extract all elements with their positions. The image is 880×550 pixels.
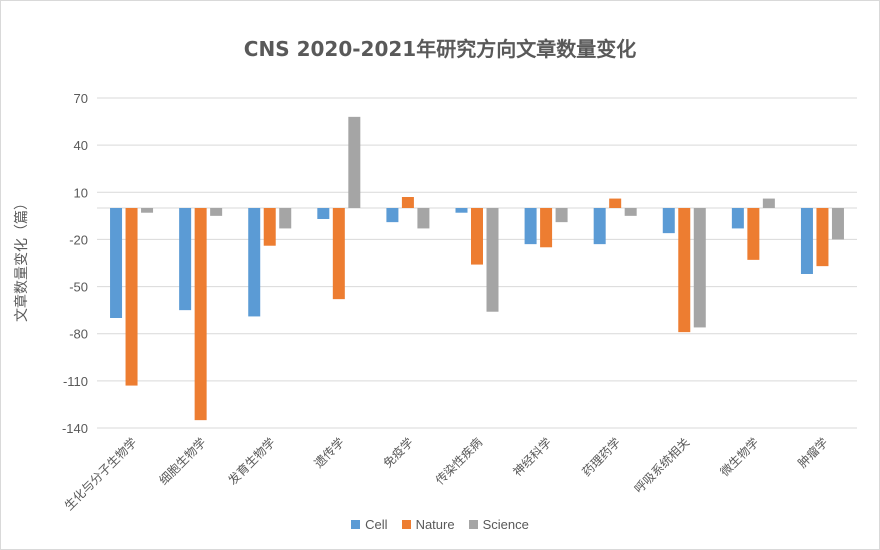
bar-nature	[471, 208, 483, 265]
bar-nature	[747, 208, 760, 260]
legend-label: Science	[482, 517, 529, 532]
bar-nature	[263, 208, 276, 246]
y-tick-label: -110	[63, 374, 88, 389]
legend-swatch	[351, 520, 361, 529]
bar-science	[624, 208, 637, 216]
bar-science	[417, 208, 430, 229]
bar-science	[348, 116, 361, 208]
x-tick-label: 免疫学	[380, 435, 416, 471]
bar-science	[831, 208, 844, 240]
legend: Cell Nature Science	[1, 517, 879, 532]
legend-label: Nature	[415, 517, 455, 532]
bar-cell	[110, 208, 123, 318]
bar-science	[555, 208, 568, 223]
x-tick-label: 呼吸系统相关	[632, 435, 693, 496]
bar-nature	[816, 208, 829, 267]
bar-science	[693, 208, 706, 328]
bar-science	[279, 208, 292, 229]
x-tick-label: 肿瘤学	[795, 435, 831, 471]
bar-cell	[662, 208, 675, 234]
y-tick-label: -20	[69, 232, 88, 247]
legend-item-nature: Nature	[401, 517, 455, 532]
bar-nature	[194, 208, 207, 421]
bar-science	[762, 198, 775, 208]
x-tick-label: 生化与分子生物学	[61, 435, 139, 513]
bar-nature	[609, 198, 622, 208]
bar-cell	[800, 208, 813, 274]
y-tick-label: 40	[74, 138, 88, 153]
bar-cell	[731, 208, 744, 229]
legend-swatch	[468, 520, 478, 529]
y-tick-label: -80	[69, 327, 88, 342]
y-tick-label: -50	[69, 280, 88, 295]
x-tick-label: 细胞生物学	[156, 435, 209, 488]
legend-label: Cell	[365, 517, 388, 532]
bar-nature	[332, 208, 345, 300]
x-tick-label: 发育生物学	[225, 435, 278, 488]
bar-science	[486, 208, 499, 312]
chart-title: CNS 2020-2021年研究方向文章数量变化	[243, 37, 637, 61]
x-tick-label: 微生物学	[717, 435, 762, 480]
bar-nature	[401, 197, 414, 208]
bar-nature	[540, 208, 553, 248]
bar-cell	[524, 208, 537, 245]
y-tick-label: 70	[74, 91, 88, 106]
x-tick-label: 传染性疾病	[432, 435, 485, 488]
bar-cell	[455, 208, 468, 213]
y-tick-label: 10	[74, 185, 88, 200]
y-tick-label: -140	[62, 421, 88, 436]
bar-cell	[386, 208, 399, 223]
bar-cell	[179, 208, 192, 311]
legend-item-science: Science	[468, 517, 529, 532]
legend-item-cell: Cell	[351, 517, 388, 532]
bar-cell	[317, 208, 330, 219]
bar-nature	[125, 208, 138, 386]
bar-science	[141, 208, 154, 213]
x-tick-label: 药理药学	[579, 435, 624, 480]
x-tick-label: 遗传学	[311, 435, 347, 471]
bar-cell	[593, 208, 606, 245]
bar-nature	[678, 208, 691, 333]
x-tick-label: 神经科学	[510, 435, 555, 480]
bar-science	[210, 208, 223, 216]
legend-swatch	[401, 520, 411, 529]
bar-cell	[248, 208, 261, 317]
